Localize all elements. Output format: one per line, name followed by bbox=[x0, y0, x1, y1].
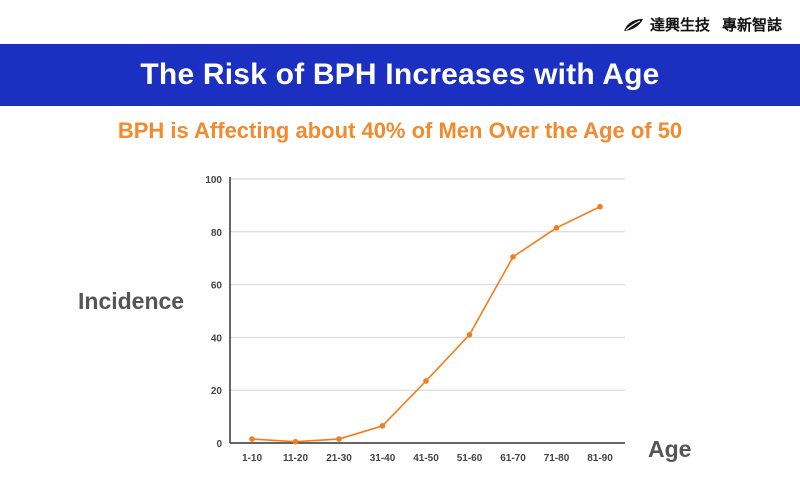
x-tick-label: 1-10 bbox=[242, 453, 262, 464]
x-axis-label: Age bbox=[648, 436, 692, 462]
data-point bbox=[292, 438, 299, 445]
series-line bbox=[251, 206, 601, 443]
y-tick-label: 100 bbox=[205, 175, 222, 186]
data-point bbox=[423, 378, 429, 384]
y-tick-label: 20 bbox=[211, 386, 223, 397]
data-point bbox=[336, 436, 342, 442]
x-tick-label: 41-50 bbox=[413, 453, 439, 464]
data-point bbox=[553, 225, 560, 231]
page-title: The Risk of BPH Increases with Age bbox=[140, 58, 660, 91]
x-tick-label: 81-90 bbox=[587, 453, 613, 464]
x-tick-label: 31-40 bbox=[370, 453, 396, 464]
brand: 達興生技 專新智誌 bbox=[622, 14, 782, 35]
data-point bbox=[379, 423, 386, 429]
y-tick-label: 60 bbox=[211, 281, 223, 292]
x-tick-label: 11-20 bbox=[283, 453, 308, 464]
data-point bbox=[466, 331, 473, 338]
data-point bbox=[510, 254, 516, 260]
subtitle: BPH is Affecting about 40% of Men Over t… bbox=[117, 118, 683, 143]
data-point bbox=[597, 203, 603, 210]
x-tick-label: 51-60 bbox=[457, 453, 483, 464]
y-axis-label: Incidence bbox=[78, 288, 185, 314]
x-tick-label: 61-70 bbox=[500, 453, 526, 464]
y-tick-label: 80 bbox=[211, 228, 223, 239]
leaf-logo-icon bbox=[623, 18, 643, 31]
x-tick-label: 71-80 bbox=[544, 453, 570, 464]
brand-tagline: 專新智誌 bbox=[721, 16, 782, 34]
brand-name: 達興生技 bbox=[649, 16, 710, 34]
title-banner: The Risk of BPH Increases with Age bbox=[0, 44, 800, 106]
y-tick-label: 40 bbox=[211, 333, 223, 344]
x-tick-label: 21-30 bbox=[326, 453, 352, 464]
data-point bbox=[249, 436, 255, 442]
y-tick-label: 0 bbox=[216, 439, 222, 450]
